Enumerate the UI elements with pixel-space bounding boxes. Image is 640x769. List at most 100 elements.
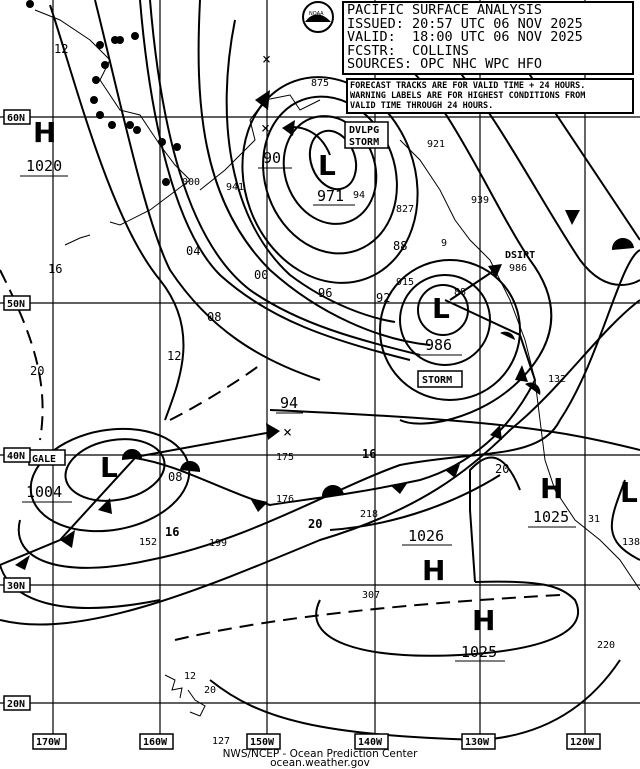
svg-text:138: 138 [622, 537, 640, 548]
svg-text:NOAA: NOAA [309, 11, 324, 17]
warning-label: DVLPG [349, 125, 379, 136]
high-center-letter: H [33, 116, 56, 149]
svg-text:9: 9 [441, 238, 447, 249]
svg-text:12: 12 [167, 349, 181, 363]
pressure-centers: L 971 90 × L 986 L 1004 94 × H 1020 1026… [20, 116, 638, 662]
lat-lon-grid [0, 0, 640, 735]
svg-text:60N: 60N [7, 113, 25, 124]
svg-text:12: 12 [184, 671, 196, 682]
header-title: PACIFIC SURFACE ANALYSIS [347, 2, 543, 18]
low-center-letter: L [318, 149, 336, 182]
svg-text:20: 20 [204, 685, 216, 696]
low-pressure-value: 986 [425, 336, 452, 354]
svg-text:170W: 170W [36, 737, 61, 748]
observations: 875 941 000 921 94 827 88 915 939 9 986 … [139, 78, 640, 747]
svg-text:30N: 30N [7, 581, 25, 592]
header-forecaster: FCSTR: COLLINS [347, 42, 469, 59]
svg-text:986: 986 [509, 263, 527, 274]
svg-text:127: 127 [212, 736, 230, 747]
forecast-note: FORECAST TRACKS ARE FOR VALID TIME + 24 … [346, 78, 634, 114]
svg-text:94: 94 [353, 190, 365, 201]
forecast-pressure-value: 94 [280, 394, 298, 412]
isobar-labels: 12 16 20 04 00 08 12 96 92 88 08 16 16 2… [30, 42, 509, 539]
svg-text:915: 915 [396, 277, 414, 288]
high-pressure-value: 1020 [26, 157, 62, 175]
svg-text:921: 921 [427, 139, 445, 150]
warning-label: GALE [32, 454, 56, 465]
high-pressure-value: 1026 [408, 527, 444, 545]
warning-labels: DVLPG STORM STORM GALE DSIPT [28, 121, 535, 466]
svg-text:152: 152 [139, 537, 157, 548]
svg-text:16: 16 [362, 447, 376, 461]
svg-text:40N: 40N [7, 451, 25, 462]
fronts [0, 0, 634, 570]
svg-text:160W: 160W [143, 737, 168, 748]
svg-text:20N: 20N [7, 699, 25, 710]
svg-text:88: 88 [393, 239, 407, 253]
svg-text:16: 16 [48, 262, 62, 276]
low-pressure-value: 971 [317, 187, 344, 205]
warning-label: STORM [422, 375, 452, 386]
svg-text:176: 176 [276, 494, 294, 505]
high-center-letter: H [422, 554, 445, 587]
svg-text:150W: 150W [250, 737, 275, 748]
svg-text:20: 20 [30, 364, 44, 378]
grid-labels: 60N 50N 40N 30N 20N 170W 160W 150W 140W … [3, 109, 601, 750]
svg-text:00: 00 [254, 268, 268, 282]
cold-front-triangles [15, 90, 580, 570]
svg-text:STORM: STORM [349, 137, 379, 148]
coastline [34, 9, 640, 717]
svg-text:31: 31 [588, 514, 600, 525]
high-pressure-value: 1025 [533, 508, 569, 526]
svg-text:875: 875 [311, 78, 329, 89]
header-sources: SOURCES: OPC NHC WPC HFO [347, 56, 543, 73]
svg-text:941: 941 [226, 182, 244, 193]
svg-text:04: 04 [186, 244, 200, 258]
svg-text:50N: 50N [7, 299, 25, 310]
svg-text:140W: 140W [358, 737, 383, 748]
svg-text:220: 220 [597, 640, 615, 651]
note-line: WARNING LABELS ARE FOR HIGHEST CONDITION… [350, 91, 586, 101]
low-center-letter: L [100, 451, 118, 484]
svg-text:939: 939 [471, 195, 489, 206]
svg-text:307: 307 [362, 590, 380, 601]
low-center-letter: L [620, 476, 638, 509]
low-center-letter: L [432, 292, 450, 325]
svg-text:12: 12 [54, 42, 68, 56]
footer-agency: NWS/NCEP - Ocean Prediction Center [222, 748, 418, 760]
track-end-x: × [262, 50, 271, 68]
svg-text:20: 20 [308, 517, 322, 531]
stationary-front-dots [26, 0, 181, 186]
svg-text:130W: 130W [465, 737, 490, 748]
high-center-letter: H [540, 472, 563, 505]
low-pressure-value: 1004 [26, 483, 62, 501]
note-line: VALID TIME THROUGH 24 HOURS. [350, 101, 494, 111]
svg-text:96: 96 [318, 286, 332, 300]
analysis-header: PACIFIC SURFACE ANALYSIS ISSUED: 20:57 U… [342, 1, 634, 75]
svg-text:827: 827 [396, 204, 414, 215]
forecast-position-x: × [283, 423, 292, 441]
svg-text:132: 132 [548, 374, 566, 385]
svg-text:16: 16 [165, 525, 179, 539]
noaa-logo: NOAA [302, 1, 334, 33]
svg-text:120W: 120W [570, 737, 595, 748]
forecast-pressure-value: 90 [263, 149, 281, 167]
svg-text:92: 92 [376, 291, 390, 305]
header-valid: VALID: 18:00 UTC 06 NOV 2025 [347, 29, 583, 46]
warning-label: DSIPT [505, 250, 535, 261]
svg-text:08: 08 [168, 470, 182, 484]
warm-front-semicircles [121, 237, 634, 497]
svg-text:175: 175 [276, 452, 294, 463]
svg-text:08: 08 [207, 310, 221, 324]
header-issued: ISSUED: 20:57 UTC 06 NOV 2025 [347, 15, 583, 32]
svg-text:218: 218 [360, 509, 378, 520]
svg-text:199: 199 [209, 538, 227, 549]
svg-text:000: 000 [182, 177, 200, 188]
note-line: FORECAST TRACKS ARE FOR VALID TIME + 24 … [350, 81, 586, 91]
high-center-letter: H [472, 604, 495, 637]
forecast-tracks: × [134, 50, 502, 458]
forecast-position-x: × [261, 119, 270, 137]
footer-url[interactable]: ocean.weather.gov [270, 757, 370, 769]
svg-text:20: 20 [495, 462, 509, 476]
